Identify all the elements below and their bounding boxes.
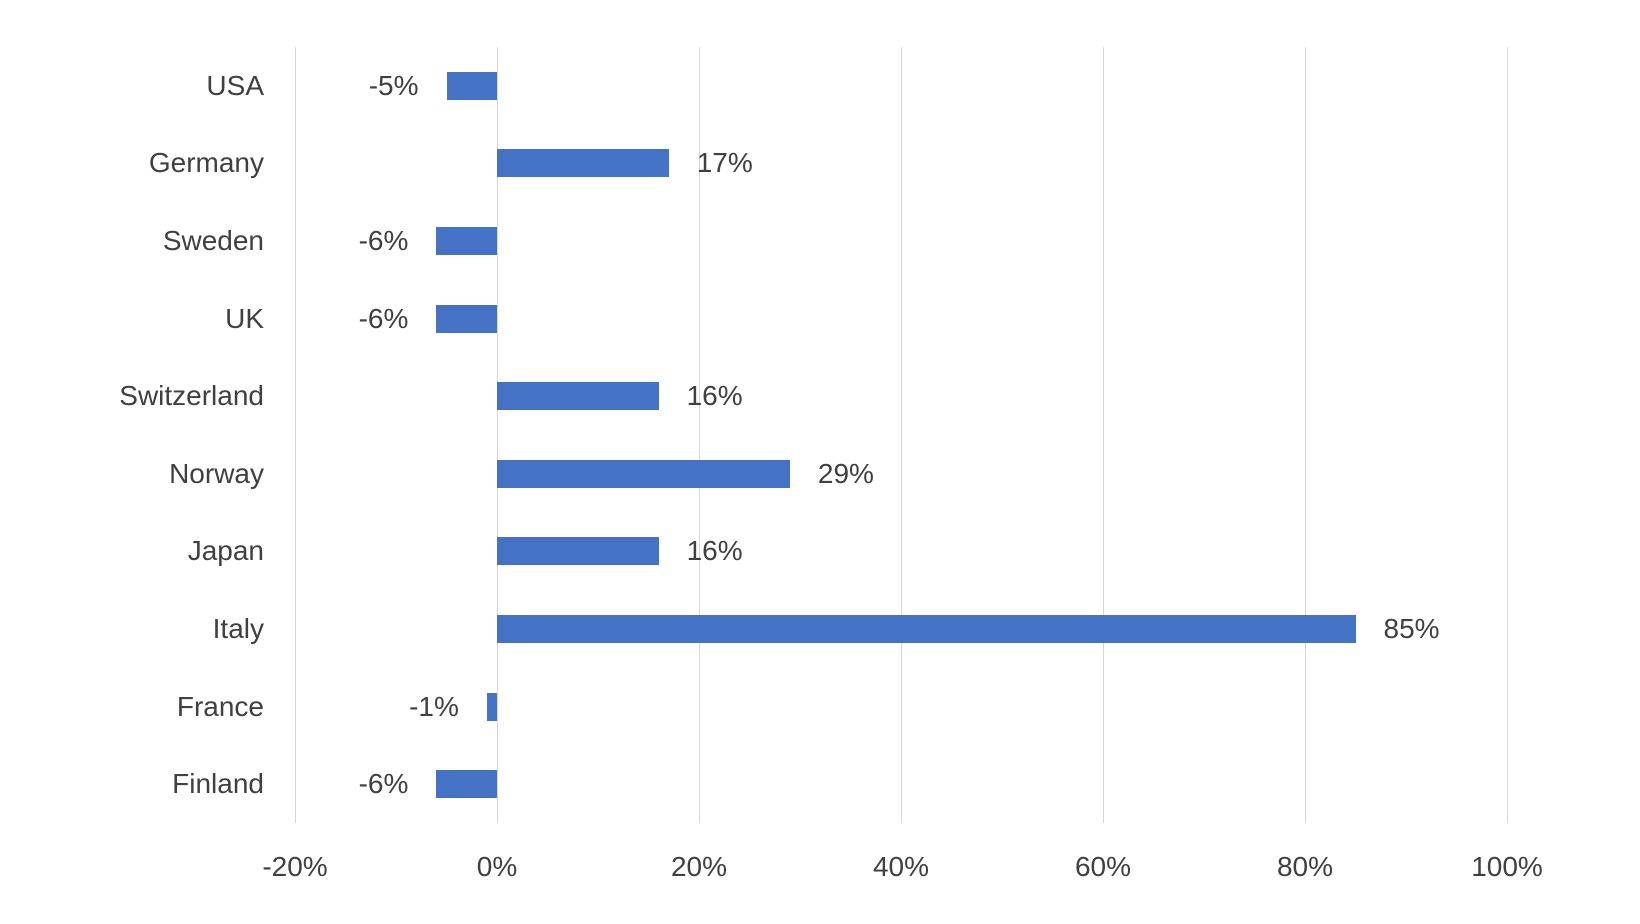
x-tick-label-40%: 40% xyxy=(872,851,930,882)
bar-germany xyxy=(497,149,669,178)
x-tick-label-80%: 80% xyxy=(1276,851,1334,882)
category-label-japan: Japan xyxy=(187,535,264,567)
value-label-finland: -6% xyxy=(358,768,409,800)
x-tick-label-20%: 20% xyxy=(670,851,728,882)
category-label-france: France xyxy=(176,690,264,722)
gridline-80% xyxy=(1305,47,1306,823)
category-label-sweden: Sweden xyxy=(162,225,264,256)
x-tick-label-60%: 60% xyxy=(1074,851,1132,882)
value-label-usa: -5% xyxy=(368,69,419,101)
value-label-france: -1% xyxy=(409,690,459,722)
gridline--20% xyxy=(295,47,296,823)
value-label-japan: 16% xyxy=(686,535,743,567)
category-label-finland: Finland xyxy=(172,768,264,800)
category-label-switzerland: Switzerland xyxy=(119,380,264,412)
bar-usa xyxy=(446,71,497,100)
gridline-60% xyxy=(1103,47,1104,823)
bar-france xyxy=(486,692,497,721)
category-label-usa: USA xyxy=(206,69,264,101)
x-tick-label-100%: 100% xyxy=(1471,851,1543,882)
bar-uk xyxy=(436,304,497,333)
x-tick-label--20%: -20% xyxy=(262,851,328,882)
value-label-sweden: -6% xyxy=(358,225,409,256)
gridline-0% xyxy=(497,47,498,823)
gridline-40% xyxy=(901,47,902,823)
category-label-uk: UK xyxy=(225,302,264,334)
value-label-italy: 85% xyxy=(1383,613,1440,644)
bar-italy xyxy=(497,615,1356,643)
category-label-italy: Italy xyxy=(212,613,264,644)
x-tick-label-0%: 0% xyxy=(476,851,518,882)
gridline-100% xyxy=(1507,47,1508,823)
bar-japan xyxy=(497,537,659,566)
bar-finland xyxy=(436,770,497,799)
category-label-germany: Germany xyxy=(148,147,264,179)
value-label-germany: 17% xyxy=(696,147,753,179)
bar-switzerland xyxy=(497,382,659,411)
value-label-switzerland: 16% xyxy=(686,380,743,412)
bar-sweden xyxy=(436,227,497,255)
category-label-norway: Norway xyxy=(169,457,264,489)
bar-norway xyxy=(497,459,790,488)
gridline-20% xyxy=(699,47,700,823)
value-label-norway: 29% xyxy=(817,457,874,489)
value-label-uk: -6% xyxy=(358,302,409,334)
